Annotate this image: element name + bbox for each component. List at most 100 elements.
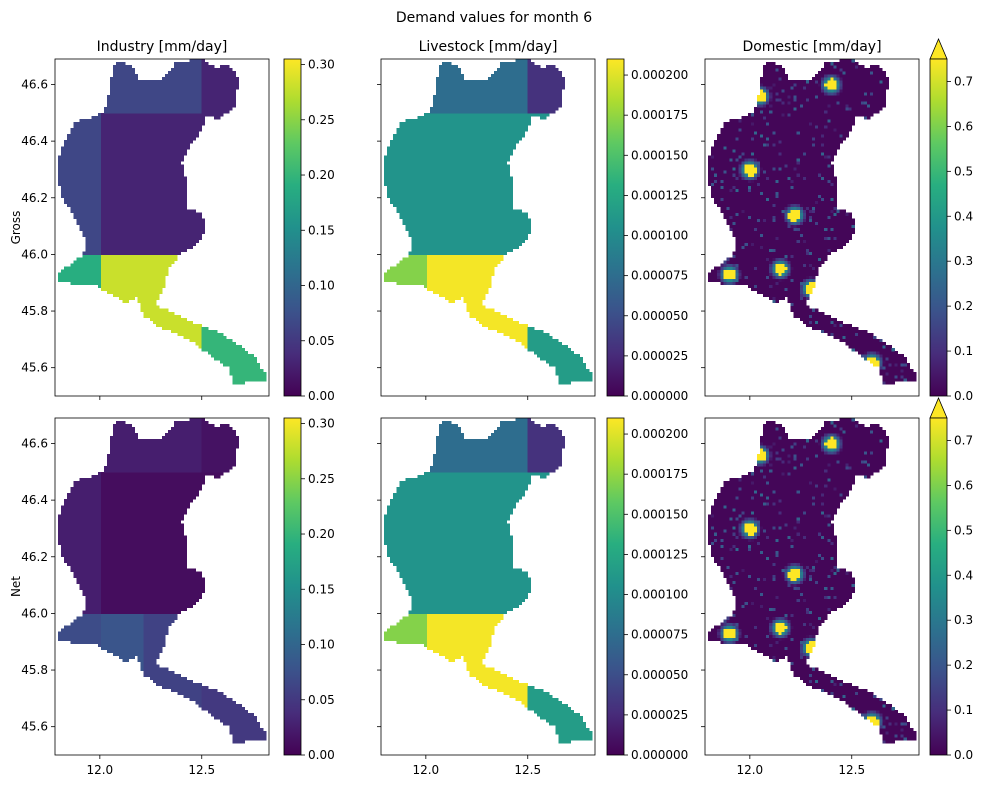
data-cell [177,95,180,98]
data-cell [439,122,442,125]
data-cell [168,324,171,327]
data-cell [177,330,180,333]
data-cell [208,95,211,98]
data-cell [470,137,473,140]
data-cell [116,267,119,270]
data-cell [424,276,427,279]
data-cell [104,231,107,234]
data-cell [442,107,445,110]
data-cell [73,158,76,161]
data-cell [79,209,82,212]
data-cell [92,155,95,158]
data-cell [138,200,141,203]
data-cell [141,200,144,203]
data-cell [134,104,137,107]
data-cell [180,185,183,188]
data-cell [104,212,107,215]
data-cell [131,146,134,149]
data-cell [430,185,433,188]
data-cell [125,71,128,74]
data-cell [424,158,427,161]
data-cell [405,155,408,158]
data-cell [454,107,457,110]
data-cell [396,176,399,179]
data-cell [171,176,174,179]
data-cell [141,155,144,158]
data-cell [64,176,67,179]
data-cell [171,83,174,86]
data-cell [70,131,73,134]
data-cell [101,167,104,170]
data-cell [190,89,193,92]
data-cell [433,224,436,227]
data-cell [147,83,150,86]
data-cell [177,206,180,209]
data-cell [119,237,122,240]
data-cell [116,158,119,161]
data-cell [445,125,448,128]
data-cell [86,264,89,267]
data-cell [76,282,79,285]
data-cell [199,212,202,215]
data-cell [186,104,189,107]
data-cell [183,92,186,95]
data-cell [457,200,460,203]
data-cell [180,324,183,327]
data-cell [107,155,110,158]
data-cell [460,170,463,173]
data-cell [396,209,399,212]
data-cell [467,164,470,167]
data-cell [107,291,110,294]
data-cell [92,116,95,119]
data-cell [125,140,128,143]
data-cell [134,176,137,179]
data-cell [162,264,165,267]
data-cell [202,74,205,77]
data-cell [89,143,92,146]
data-cell [89,146,92,149]
data-cell [76,276,79,279]
data-cell [445,131,448,134]
data-cell [418,128,421,131]
data-cell [445,297,448,300]
data-cell [387,173,390,176]
data-cell [470,161,473,164]
data-cell [104,264,107,267]
data-cell [387,176,390,179]
data-cell [223,104,226,107]
data-cell [58,182,61,185]
data-cell [101,279,104,282]
data-cell [141,125,144,128]
data-cell [430,264,433,267]
data-cell [421,276,424,279]
data-cell [70,155,73,158]
data-cell [98,182,101,185]
data-cell [451,188,454,191]
data-cell [448,170,451,173]
data-cell [125,119,128,122]
data-cell [190,134,193,137]
data-cell [186,246,189,249]
data-cell [439,95,442,98]
data-cell [208,339,211,342]
data-cell [454,179,457,182]
data-cell [442,270,445,273]
data-cell [430,128,433,131]
data-cell [412,240,415,243]
data-cell [153,92,156,95]
data-cell [134,197,137,200]
data-cell [165,77,168,80]
data-cell [141,182,144,185]
data-cell [393,149,396,152]
data-cell [113,74,116,77]
data-cell [141,231,144,234]
data-cell [79,137,82,140]
data-cell [86,173,89,176]
data-cell [217,83,220,86]
data-cell [122,77,125,80]
data-cell [180,89,183,92]
data-cell [150,146,153,149]
data-cell [92,237,95,240]
data-cell [128,74,131,77]
data-cell [153,234,156,237]
